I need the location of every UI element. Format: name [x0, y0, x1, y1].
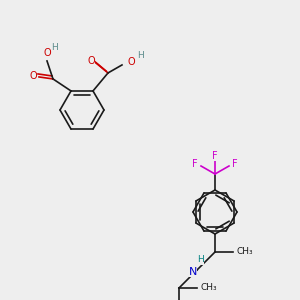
Text: H: H — [198, 256, 204, 265]
Text: F: F — [232, 159, 238, 169]
Text: O: O — [43, 48, 51, 58]
Text: H: H — [52, 44, 58, 52]
Text: F: F — [212, 151, 218, 161]
Text: CH₃: CH₃ — [201, 284, 217, 292]
Text: O: O — [127, 57, 135, 67]
Text: N: N — [189, 267, 197, 277]
Text: H: H — [136, 51, 143, 60]
Text: O: O — [29, 71, 37, 81]
Text: O: O — [87, 56, 95, 66]
Text: CH₃: CH₃ — [237, 248, 253, 256]
Text: F: F — [192, 159, 198, 169]
